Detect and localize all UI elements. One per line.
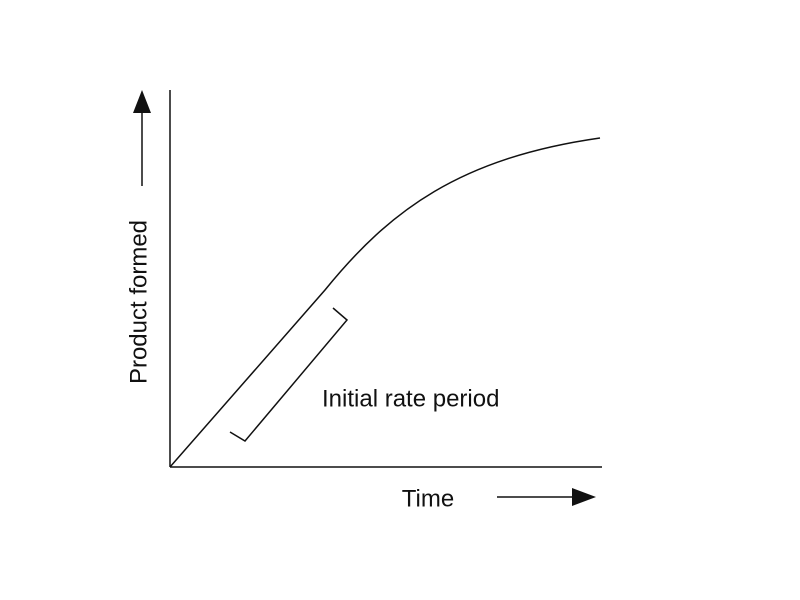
y-arrow-head [133,90,151,113]
progress-curve [169,137,601,468]
x-axis-label: Time [402,485,454,512]
y-axis-label: Product formed [125,220,152,384]
annotation: Initial rate period [322,385,499,412]
x-arrow-head [572,488,596,506]
bracket [229,307,349,442]
